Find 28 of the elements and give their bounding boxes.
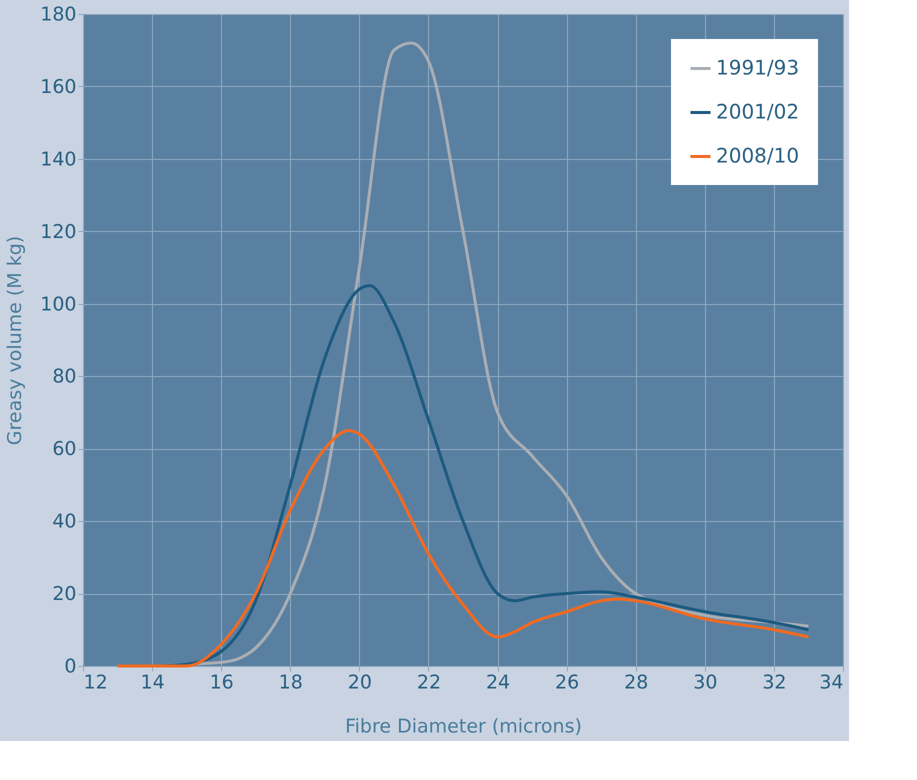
legend-label: 2008/10 <box>716 144 800 168</box>
x-tick-label: 32 <box>762 672 787 694</box>
x-tick-label: 20 <box>348 672 372 694</box>
x-tick-label: 26 <box>555 672 580 694</box>
y-tick-label: 180 <box>40 4 76 26</box>
y-axis-title: Greasy volume (M kg) <box>4 236 26 446</box>
x-tick-label: 28 <box>624 672 648 694</box>
x-tick-label: 22 <box>416 672 442 694</box>
y-tick-label: 120 <box>40 220 76 243</box>
y-tick-label: 80 <box>52 366 76 388</box>
y-tick-label: 100 <box>40 293 76 316</box>
y-tick-label: 0 <box>64 656 76 678</box>
y-tick-label: 140 <box>40 148 76 170</box>
legend-label: 2001/02 <box>716 100 800 124</box>
x-tick-label: 24 <box>486 672 510 694</box>
x-tick-label: 30 <box>693 672 718 694</box>
x-tick-label: 34 <box>819 672 844 694</box>
x-axis-title: Fibre Diameter (microns) <box>345 716 582 738</box>
line-series <box>116 429 810 668</box>
x-tick-label: 14 <box>140 672 165 694</box>
y-tick-label: 160 <box>40 76 76 98</box>
x-tick-label: 12 <box>84 672 108 694</box>
y-tick-label: 60 <box>52 438 76 460</box>
legend-label: 1991/93 <box>716 56 800 80</box>
x-tick-label: 18 <box>278 672 303 694</box>
y-tick-label: 40 <box>52 510 76 533</box>
x-tick-label: 16 <box>210 672 234 694</box>
y-tick-label: 20 <box>52 583 76 606</box>
